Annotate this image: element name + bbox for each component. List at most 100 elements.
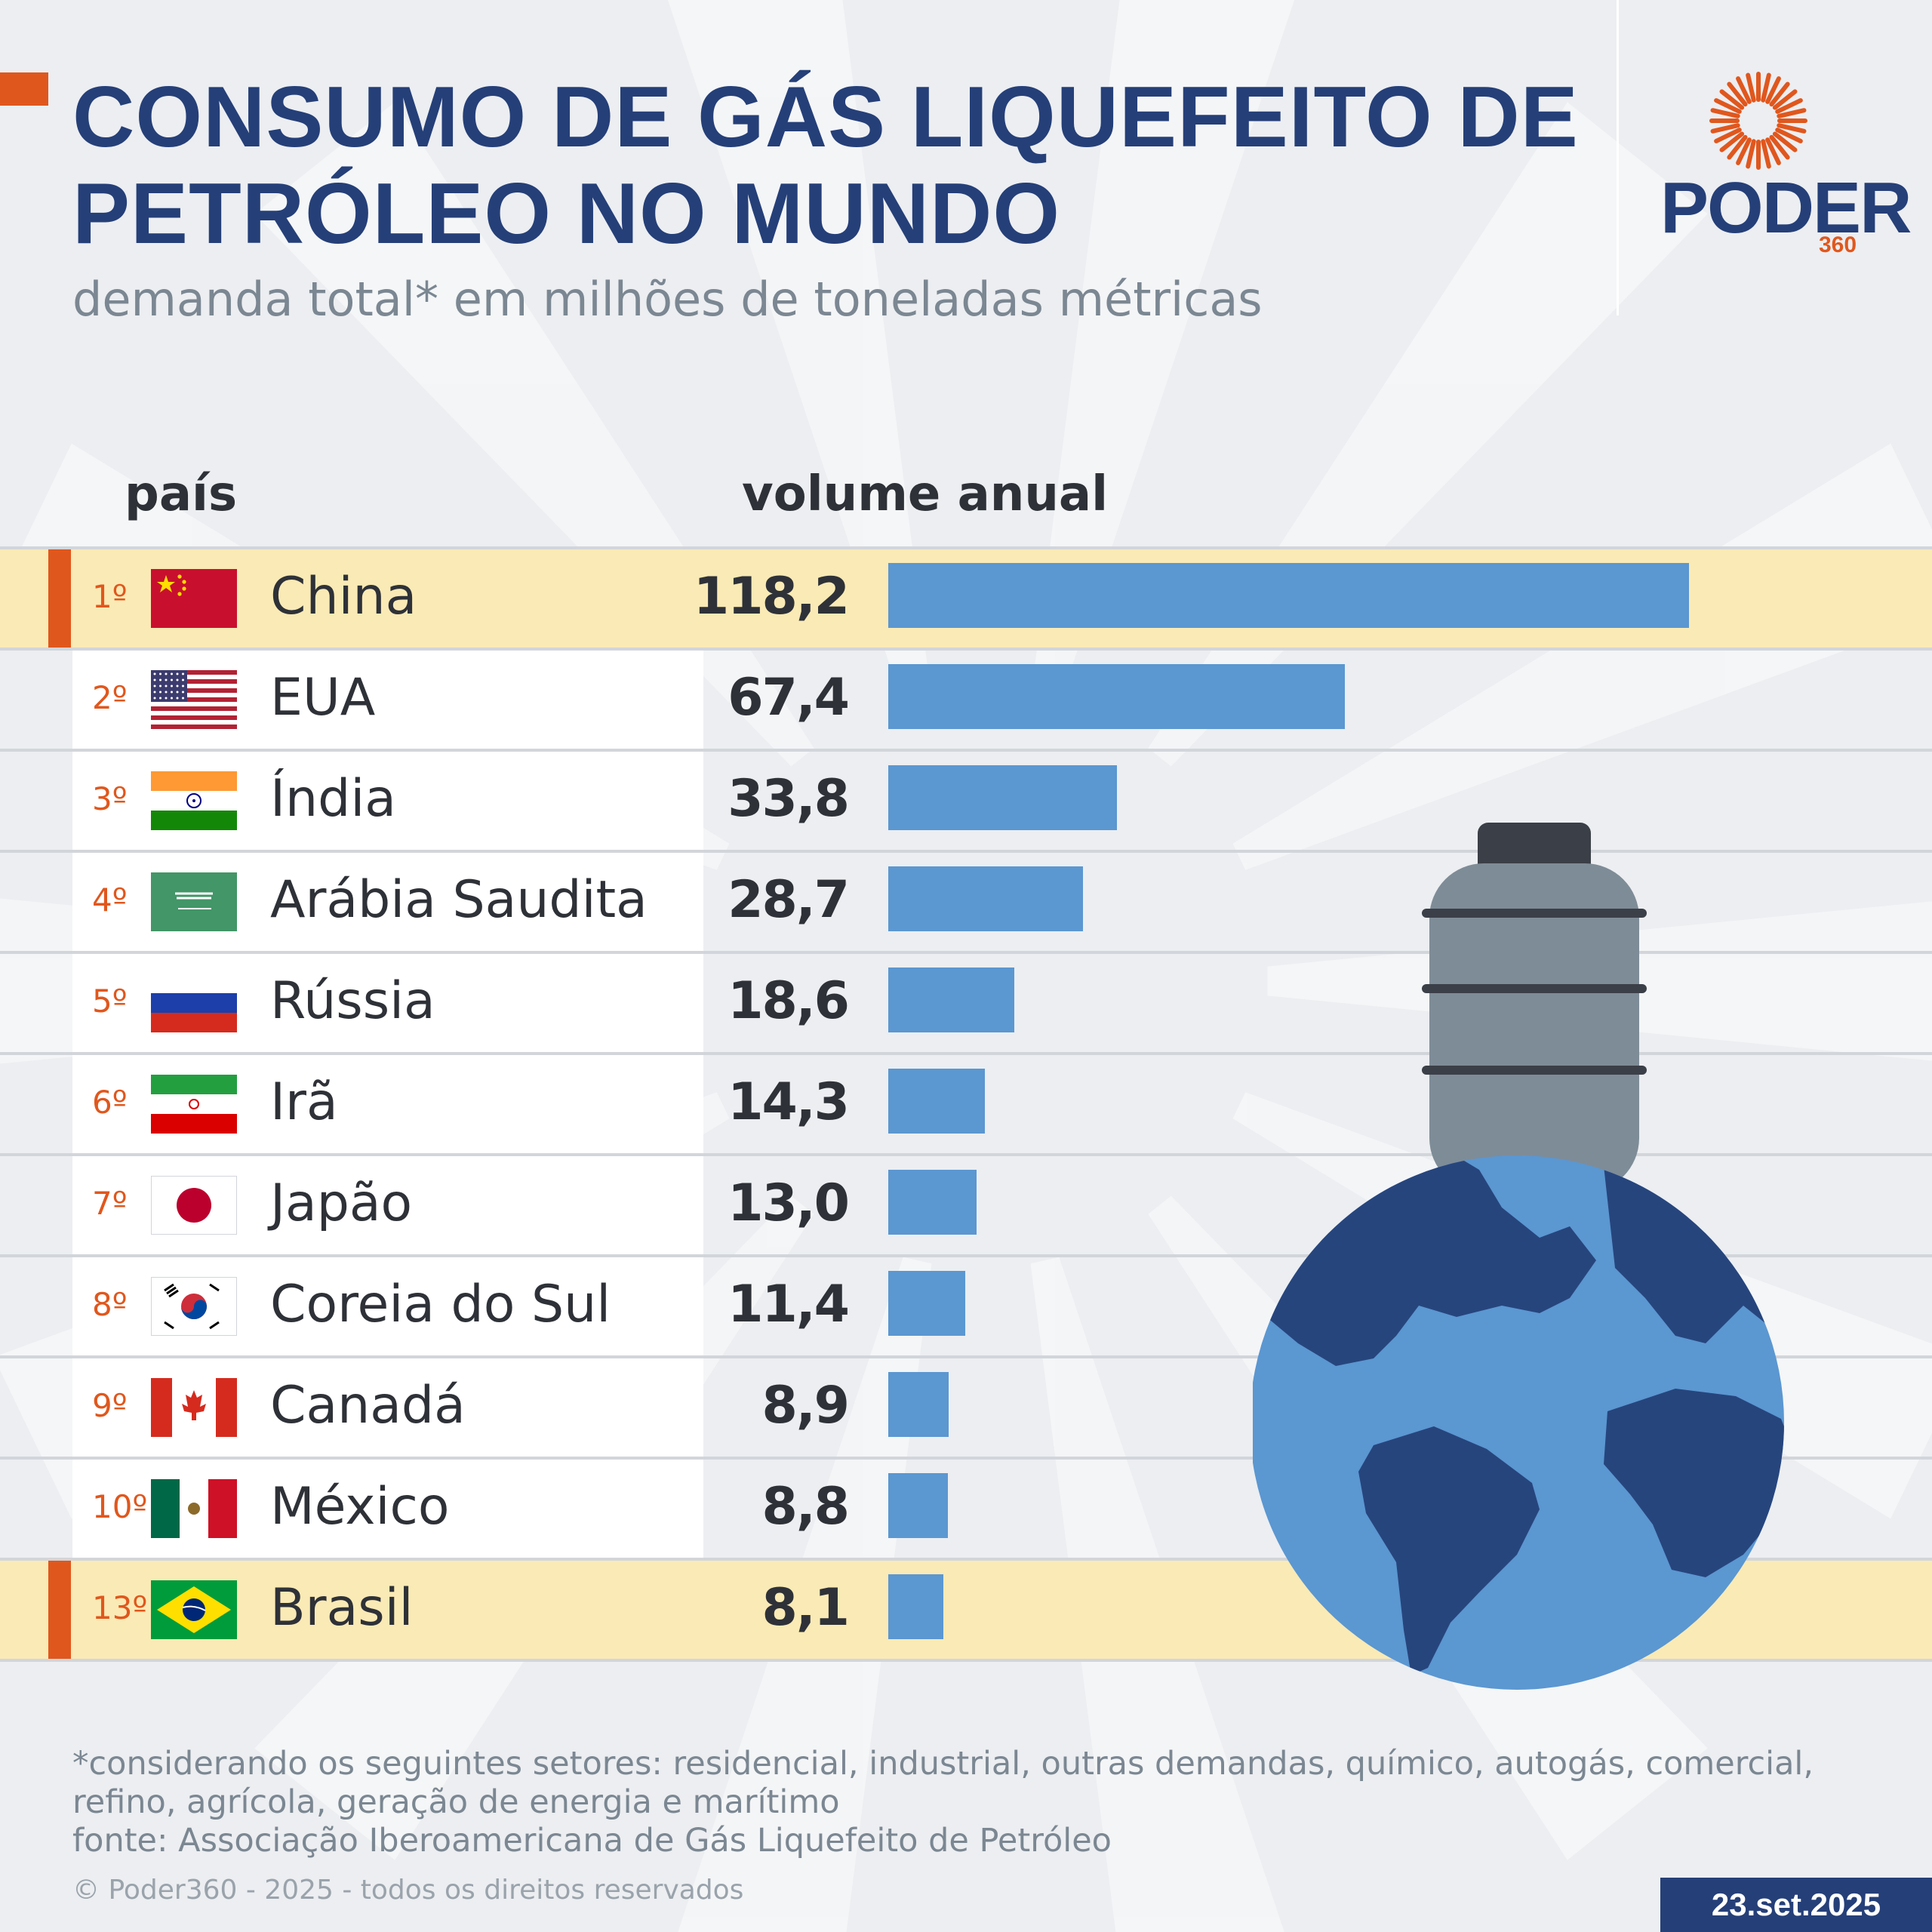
table-row: 10º México 8,8: [0, 1457, 1932, 1558]
country-label: Coreia do Sul: [270, 1275, 611, 1334]
saudi-arabia-flag-icon: [151, 872, 237, 931]
sun-ray: [1746, 72, 1756, 103]
page-subtitle: demanda total* em milhões de toneladas m…: [72, 272, 1263, 327]
bar-3: [888, 765, 1118, 830]
row-divider: [0, 1355, 1932, 1358]
sun-ray: [1775, 98, 1803, 114]
sun-ray: [1775, 128, 1803, 143]
table-row: 4º Arábia Saudita 28,7: [0, 850, 1932, 951]
sun-ray: [1736, 76, 1752, 104]
bar-6: [888, 1069, 986, 1134]
gas-cylinder-icon: [1422, 823, 1647, 1197]
table-row: 1º China 118,2: [0, 546, 1932, 648]
iran-flag-icon: [151, 1075, 237, 1134]
highlight-marker: [48, 549, 71, 648]
table-row: 9º Canadá 8,9: [0, 1355, 1932, 1457]
table-bottom-line: [0, 1659, 1932, 1662]
value-label: 118,2: [693, 567, 850, 626]
rank-label: 1º: [92, 578, 128, 615]
sun-ray: [1746, 139, 1756, 169]
sun-ray: [1710, 123, 1740, 134]
bar-5: [888, 968, 1014, 1032]
row-divider: [0, 1457, 1932, 1460]
india-flag-icon: [151, 771, 237, 830]
country-label: México: [270, 1477, 450, 1537]
footnote-line-2: refino, agrícola, geração de energia e m…: [72, 1783, 840, 1821]
sun-ray: [1719, 89, 1745, 110]
globe-icon: [1253, 1155, 1784, 1690]
table-row: 2º EUA 67,4: [0, 648, 1932, 749]
sun-ray: [1719, 131, 1745, 152]
value-label: 28,7: [728, 870, 850, 930]
bar-7: [888, 1170, 977, 1235]
value-label: 11,4: [728, 1275, 850, 1334]
value-label: 33,8: [728, 769, 850, 829]
logo-sub: 360: [1819, 232, 1857, 257]
title-line-2: PETRÓLEO NO MUNDO: [72, 166, 1061, 262]
mexico-flag-icon: [151, 1479, 237, 1538]
title-line-1: CONSUMO DE GÁS LIQUEFEITO DE: [72, 69, 1579, 165]
sun-ray: [1769, 134, 1790, 160]
row-divider: [0, 1052, 1932, 1055]
japan-flag-icon: [151, 1176, 237, 1235]
china-flag-icon: [151, 569, 237, 628]
bar-8: [888, 1271, 966, 1336]
bar-1: [888, 563, 1689, 628]
sun-ray: [1727, 134, 1748, 160]
footnote: *considerando os seguintes setores: resi…: [72, 1745, 1884, 1860]
sun-ray: [1765, 76, 1781, 104]
column-header-country: país: [125, 466, 238, 522]
value-label: 13,0: [728, 1174, 850, 1233]
table-row: 3º Índia 33,8: [0, 749, 1932, 850]
row-divider: [0, 546, 1932, 549]
table-row: 8º Coreia do Sul 11,4: [0, 1254, 1932, 1355]
value-label: 18,6: [728, 971, 850, 1031]
row-divider: [0, 951, 1932, 954]
south-korea-flag-icon: [151, 1277, 237, 1336]
rank-label: 5º: [92, 983, 128, 1020]
value-label: 8,9: [761, 1376, 850, 1435]
sun-ray: [1769, 82, 1790, 107]
copyright: © Poder360 - 2025 - todos os direitos re…: [72, 1875, 744, 1906]
sun-ray: [1772, 131, 1798, 152]
sun-ray: [1714, 128, 1742, 143]
row-divider: [0, 1558, 1932, 1561]
country-label: Irã: [270, 1072, 338, 1132]
column-header-volume: volume anual: [742, 466, 1108, 522]
rank-label: 6º: [92, 1084, 128, 1121]
row-divider: [0, 749, 1932, 752]
header-divider: [1617, 0, 1619, 315]
value-label: 14,3: [728, 1072, 850, 1132]
sun-ray: [1761, 72, 1771, 103]
country-label: Japão: [270, 1174, 413, 1233]
value-label: 8,8: [761, 1477, 850, 1537]
country-label: Canadá: [270, 1376, 466, 1435]
value-label: 67,4: [728, 668, 850, 728]
sun-ray: [1772, 89, 1798, 110]
country-label: Índia: [270, 769, 396, 829]
logo-wordmark: PODER: [1660, 168, 1912, 248]
poder360-logo: PODER 360: [1653, 68, 1912, 264]
page-title: CONSUMO DE GÁS LIQUEFEITO DE PETRÓLEO NO…: [72, 69, 1582, 263]
rank-label: 9º: [92, 1387, 128, 1424]
table-row: 6º Irã 14,3: [0, 1052, 1932, 1153]
bar-11: [888, 1574, 943, 1639]
sun-ray: [1714, 98, 1742, 114]
row-divider: [0, 648, 1932, 651]
bar-10: [888, 1473, 948, 1538]
sun-ray: [1736, 137, 1752, 165]
row-divider: [0, 1254, 1932, 1257]
sun-ray: [1761, 139, 1771, 169]
background-ray: [1030, 0, 1295, 706]
sun-ray: [1710, 108, 1740, 118]
country-label: China: [270, 567, 417, 626]
rank-label: 8º: [92, 1286, 128, 1323]
sun-ray: [1777, 123, 1807, 134]
bar-2: [888, 664, 1345, 729]
background-ray: [667, 0, 932, 706]
rank-label: 4º: [92, 881, 128, 918]
bar-4: [888, 866, 1083, 931]
bar-9: [888, 1372, 949, 1437]
country-label: Rússia: [270, 971, 435, 1031]
sun-ray: [1727, 82, 1748, 107]
